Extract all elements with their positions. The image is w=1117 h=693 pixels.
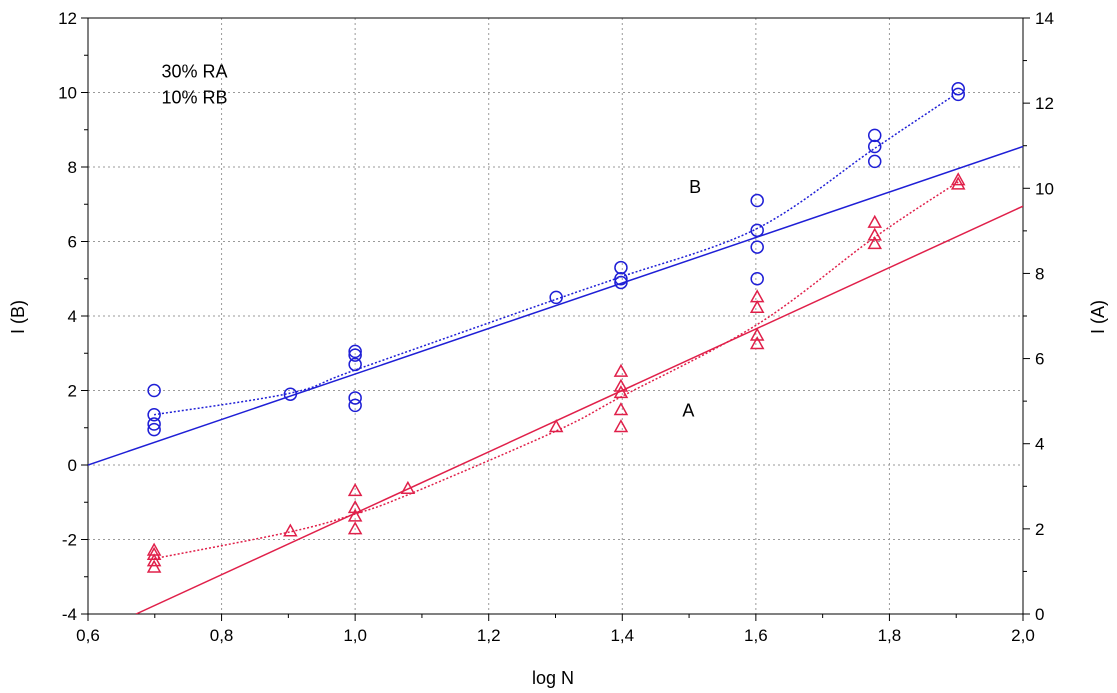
data-point-circle [348,348,362,362]
data-point-circle [614,275,628,290]
data-point-triangle [749,327,765,341]
x-tick-label: 2,0 [1011,626,1035,645]
data-point-triangle [867,236,883,250]
data-point-triangle [613,378,629,392]
y-left-tick-label: 4 [68,307,77,326]
annotation-label: A [682,401,694,421]
data-point-circle [614,260,628,275]
series [88,82,1023,614]
data-point-circle [147,383,161,398]
data-point-triangle [347,508,363,522]
x-tick-label: 1,0 [343,626,367,645]
data-point-circle [750,240,764,254]
data-point-triangle [749,336,765,350]
annotations: 30% RA 10% RB B A [161,62,701,421]
x-tick-label: 0,8 [210,626,234,645]
series-2 [135,181,1023,614]
data-point-circle [147,407,161,422]
data-point-circle [867,139,882,154]
y-right-tick-label: 8 [1035,264,1044,283]
data-point-triangle [613,385,629,399]
data-point-circle [348,398,362,413]
grid [88,18,1023,614]
y-right-tick-label: 12 [1035,94,1054,113]
y-right-tick-label: 6 [1035,350,1044,369]
data-point-circle [549,290,563,305]
x-tick-label: 1,4 [610,626,634,645]
data-point-circle [614,272,628,286]
data-point-triangle [749,299,765,314]
x-tick-label: 1,8 [878,626,902,645]
data-point-triangle [146,553,162,567]
y-right-tick-label: 4 [1035,435,1044,454]
data-point-triangle [867,214,883,228]
annotation-label: 30% RA [161,62,227,82]
data-point-triangle [950,172,966,186]
y-right-tick-label: 2 [1035,520,1044,539]
data-point-circle [283,387,298,401]
y-left-axis-ticks: -4 -2 0 2 4 6 8 10 12 [58,9,88,624]
y-left-tick-label: 0 [68,456,77,475]
data-point-triangle [347,482,363,497]
y-left-tick-label: 12 [58,9,77,28]
x-tick-label: 1,6 [744,626,768,645]
data-point-circle [348,357,362,372]
data-point-triangle [347,500,363,514]
y-right-axis-label: I (A) [1088,300,1108,334]
fit-line [135,205,1023,614]
annotation-label: 10% RB [161,88,227,108]
data-point-circle [750,223,764,238]
y-left-tick-label: 2 [68,382,77,401]
x-axis-label: log N [532,668,574,688]
data-point-triangle [950,176,966,190]
smooth-curve [154,91,959,416]
data-point-triangle [283,523,298,537]
data-point-triangle [347,521,363,535]
y-left-axis-label: I (B) [8,300,28,334]
data-point-circle [750,272,764,286]
y-left-tick-label: 8 [68,158,77,177]
data-point-circle [867,154,882,169]
data-point-triangle [867,227,883,241]
data-point-triangle [548,419,564,433]
fit-line [88,145,1023,466]
y-right-tick-label: 10 [1035,179,1054,198]
data-point-circle [348,391,362,405]
x-tick-label: 0,6 [76,626,100,645]
data-point-circle [147,417,161,431]
data-point-circle [951,87,965,102]
series-1 [88,91,1023,466]
y-right-tick-label: 14 [1035,9,1054,28]
data-point-circle [867,128,882,143]
data-point-triangle [146,546,162,560]
data-point-triangle [146,559,162,573]
smooth-curve [153,181,959,560]
data-point-triangle [400,480,416,494]
x-axis-ticks: 0,6 0,8 1,0 1,2 1,4 1,6 1,8 2,0 [76,614,1035,645]
data-point-triangle [613,419,629,433]
data-point-circle [348,344,362,359]
y-left-tick-label: 10 [58,84,77,103]
data-point-triangle [613,363,629,377]
data-point-triangle [613,402,629,416]
y-left-tick-label: -4 [62,605,77,624]
data-point-circle [951,82,965,96]
x-tick-label: 1,2 [477,626,501,645]
annotation-label: B [689,177,701,197]
y-right-axis-ticks: 0 2 4 6 8 10 12 14 [1023,9,1054,624]
y-left-tick-label: 6 [68,233,77,252]
data-point-circle [147,422,161,437]
y-left-tick-label: -2 [62,531,77,550]
y-right-tick-label: 0 [1035,605,1044,624]
data-point-circle [750,193,764,208]
